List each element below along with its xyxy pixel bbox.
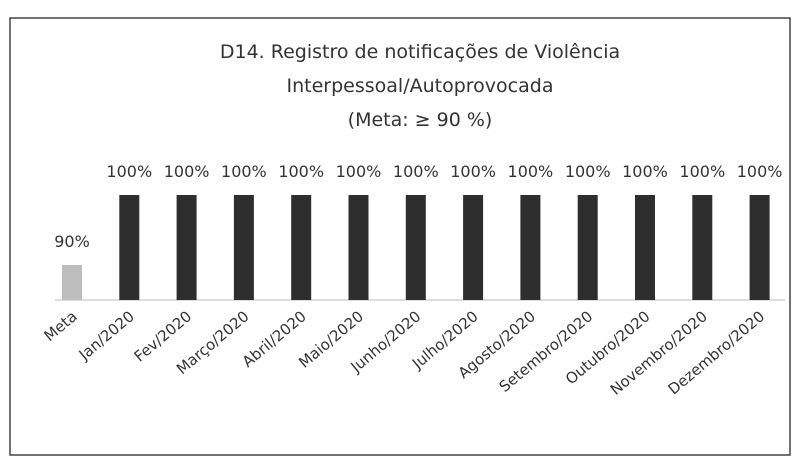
bar [233,195,254,300]
value-label: 100% [508,162,554,181]
value-label: 100% [164,162,210,181]
chart-frame [9,17,791,456]
bar [291,195,312,300]
bar [119,195,140,300]
value-label: 100% [393,162,439,181]
bar [405,195,426,300]
value-label: 90% [54,232,90,251]
bar [692,195,713,300]
value-label: 100% [737,162,783,181]
chart-title: (Meta: ≥ 90 %) [348,109,493,131]
bar [520,195,541,300]
chart-title: D14. Registro de notificações de Violênc… [220,41,620,63]
bar [348,195,369,300]
value-label: 100% [565,162,611,181]
value-label: 100% [336,162,382,181]
value-label: 100% [106,162,152,181]
bar [176,195,197,300]
value-label: 100% [679,162,725,181]
bar [635,195,655,300]
value-label: 100% [278,162,324,181]
bar [749,195,770,300]
value-label: 100% [622,162,668,181]
value-label: 100% [221,162,267,181]
bar [577,195,598,300]
value-label: 100% [450,162,496,181]
chart-title: Interpessoal/Autoprovocada [287,75,554,97]
bar [62,265,82,300]
bar [463,195,484,300]
